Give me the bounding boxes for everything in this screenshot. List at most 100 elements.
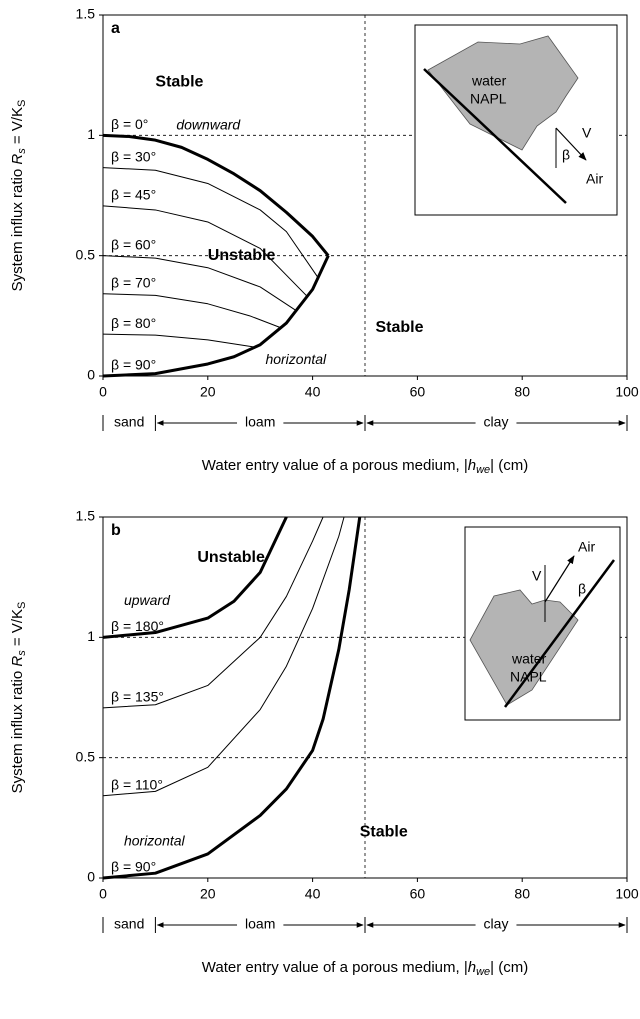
y-tick-label: 0.5 — [76, 748, 96, 764]
velocity-arrow — [544, 555, 575, 603]
inset-label: β — [578, 581, 586, 597]
panel-label: a — [111, 20, 120, 37]
x-tick-label: 60 — [410, 384, 426, 400]
class-label: clay — [484, 414, 509, 430]
series-line — [102, 255, 298, 312]
series-line — [102, 255, 330, 378]
x-axis-title: Water entry value of a porous medium, |h… — [202, 959, 528, 978]
x-tick-label: 40 — [305, 384, 321, 400]
x-tick-label: 60 — [410, 886, 426, 902]
annotation: horizontal — [124, 833, 186, 849]
y-axis-title: System influx ratio Rs = V/KS — [9, 100, 28, 292]
y-tick-label: 1 — [87, 628, 95, 644]
inset-b: water NAPL V β Air — [464, 526, 621, 721]
inset-label: Air — [578, 539, 595, 555]
x-axis-title: Water entry value of a porous medium, |h… — [202, 457, 528, 476]
y-tick-label: 0.5 — [76, 246, 96, 262]
series-line — [102, 516, 362, 880]
annotation: Unstable — [197, 549, 265, 566]
series-label: β = 45° — [111, 187, 156, 203]
series-line — [102, 293, 282, 329]
series-line — [102, 133, 330, 257]
inset-label: Air — [586, 171, 603, 187]
series-line — [102, 333, 256, 348]
y-axis-title-part: = V/K — [9, 609, 26, 650]
y-tick-label: 1.5 — [76, 6, 96, 22]
velocity-arrow — [555, 127, 587, 161]
series-label: β = 80° — [111, 315, 156, 331]
x-tick-label: 20 — [200, 886, 216, 902]
class-label: clay — [484, 916, 509, 932]
panel-label: b — [111, 522, 121, 539]
inset-label: V — [532, 568, 542, 584]
inset-label: water — [471, 73, 507, 89]
x-tick-label: 0 — [99, 384, 107, 400]
x-tick-label: 40 — [305, 886, 321, 902]
annotation: Unstable — [208, 247, 276, 264]
y-axis-title: System influx ratio Rs = V/KS — [9, 602, 28, 794]
series-line — [102, 516, 324, 709]
y-tick-label: 1.5 — [76, 508, 96, 524]
y-axis-title-part: S — [16, 602, 28, 609]
y-axis-title-part: S — [16, 100, 28, 107]
x-axis-title-part: | (cm) — [490, 457, 528, 474]
annotation: downward — [176, 116, 241, 132]
y-axis-title-part: System influx ratio — [9, 165, 26, 292]
inset-label: NAPL — [510, 669, 547, 685]
x-tick-label: 100 — [615, 384, 639, 400]
series-label: β = 90° — [111, 357, 156, 373]
series-label: β = 90° — [111, 859, 156, 875]
annotation: Stable — [155, 74, 203, 91]
x-axis-title-part: Water entry value of a porous medium, | — [202, 959, 468, 976]
y-axis-title-part: = V/K — [9, 107, 26, 148]
y-axis-title-part: s — [16, 650, 28, 656]
inset-label: V — [582, 125, 592, 141]
panel: a 0 0.5 1 1.5 0 20 40 60 80 100 sand loam clay Water e… — [9, 6, 639, 476]
series-label: β = 0° — [111, 116, 148, 132]
x-axis-title-part: h — [468, 959, 476, 976]
series-label: β = 60° — [111, 236, 156, 252]
series-label: β = 30° — [111, 148, 156, 164]
x-tick-label: 80 — [514, 886, 530, 902]
series-label: β = 135° — [111, 689, 164, 705]
plot-frame — [102, 516, 628, 879]
y-tick-label: 0 — [87, 367, 95, 383]
series-label: β = 180° — [111, 618, 164, 634]
x-axis-title-part: we — [476, 966, 490, 978]
series-label: β = 70° — [111, 274, 156, 290]
class-label: loam — [245, 414, 275, 430]
series-label: β = 110° — [111, 776, 163, 792]
annotation: Stable — [375, 319, 423, 336]
fluid-region — [469, 589, 579, 706]
series-line — [102, 205, 308, 297]
class-label: loam — [245, 916, 275, 932]
wall — [423, 68, 567, 204]
inset-label: water — [511, 651, 547, 667]
annotation: upward — [124, 592, 171, 608]
wall — [503, 559, 616, 708]
inset-label: β — [562, 147, 570, 163]
x-axis-title-part: h — [468, 457, 476, 474]
y-axis-title-part: System influx ratio — [9, 667, 26, 794]
x-axis-title-part: we — [476, 464, 490, 476]
x-tick-label: 0 — [99, 886, 107, 902]
y-tick-label: 1 — [87, 126, 95, 142]
x-tick-label: 100 — [615, 886, 639, 902]
y-axis-title-part: R — [9, 656, 26, 667]
plot-frame — [102, 14, 628, 377]
inset-a: water NAPL V β Air — [414, 24, 618, 216]
fluid-region — [427, 35, 579, 151]
series-line — [102, 516, 288, 639]
x-tick-label: 20 — [200, 384, 216, 400]
y-tick-label: 0 — [87, 869, 95, 885]
series-line — [102, 167, 319, 278]
annotation: Stable — [360, 823, 408, 840]
x-axis-title-part: | (cm) — [490, 959, 528, 976]
x-axis-title-part: Water entry value of a porous medium, | — [202, 457, 468, 474]
x-tick-label: 80 — [514, 384, 530, 400]
class-label: sand — [114, 414, 144, 430]
y-axis-title-part: s — [16, 148, 28, 154]
panel: b 0 0.5 1 1.5 0 20 40 60 80 100 sand loam clay Water e… — [9, 508, 639, 978]
annotation: horizontal — [265, 351, 327, 367]
